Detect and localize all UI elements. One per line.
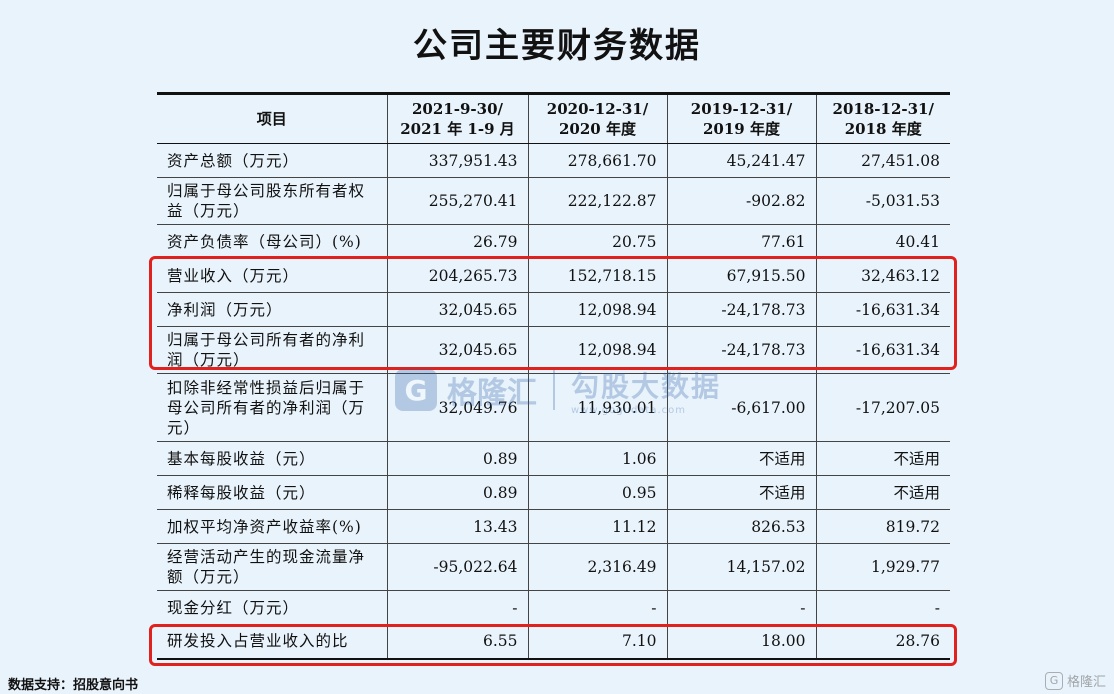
cell-value: -5,031.53	[815, 177, 950, 225]
header-col-2018: 2018-12-31/2018 年度	[815, 93, 950, 144]
cell-value: -	[386, 590, 528, 625]
cell-value: 27,451.08	[815, 143, 950, 178]
cell-value: 1.06	[527, 441, 667, 476]
table-row: 资产负债率（母公司）(%) 26.79 20.75 77.61 40.41	[157, 224, 950, 259]
cell-value: 32,045.65	[386, 292, 528, 327]
data-source-note: 数据支持：招股意向书	[8, 678, 139, 693]
cell-value: -16,631.34	[815, 292, 950, 327]
cell-value: -24,178.73	[666, 292, 816, 327]
cell-value: 12,098.94	[527, 292, 667, 327]
row-label: 资产总额（万元）	[157, 143, 387, 178]
cell-value: -24,178.73	[666, 326, 816, 374]
table-row: 扣除非经常性损益后归属于母公司所有者的净利润（万元） 32,049.76 11,…	[157, 373, 950, 442]
cell-value: -95,022.64	[386, 543, 528, 591]
row-label: 扣除非经常性损益后归属于母公司所有者的净利润（万元）	[157, 373, 387, 442]
cell-value: 不适用	[666, 441, 816, 476]
row-label: 归属于母公司股东所有者权益（万元）	[157, 177, 387, 225]
cell-value: -17,207.05	[815, 373, 950, 442]
cell-value: 32,049.76	[386, 373, 528, 442]
cell-value: 20.75	[527, 224, 667, 259]
cell-value: -16,631.34	[815, 326, 950, 374]
cell-value: -6,617.00	[666, 373, 816, 442]
cell-value: 14,157.02	[666, 543, 816, 591]
cell-value: 222,122.87	[527, 177, 667, 225]
cell-value: 826.53	[666, 509, 816, 544]
cell-value: 11,930.01	[527, 373, 667, 442]
watermark-secondary-url: www.gogudata.com	[571, 404, 687, 416]
cell-value: 77.61	[666, 224, 816, 259]
row-label: 基本每股收益（元）	[157, 441, 387, 476]
cell-value: -	[815, 590, 950, 625]
cell-value: 12,098.94	[527, 326, 667, 374]
highlight-box-profit	[149, 256, 957, 370]
row-label: 加权平均净资产收益率(%)	[157, 509, 387, 544]
watermark-secondary-title: 勾股大数据	[571, 369, 722, 403]
financial-data-table: 项目 2021-9-30/2021 年 1-9 月 2020-12-31/202…	[157, 92, 950, 660]
corner-logo-icon: G	[1044, 671, 1063, 690]
watermark-divider	[553, 370, 555, 410]
cell-value: 1,929.77	[815, 543, 950, 591]
cell-value: 不适用	[815, 441, 950, 476]
cell-value: 45,241.47	[666, 143, 816, 178]
header-col-2021: 2021-9-30/2021 年 1-9 月	[386, 93, 528, 144]
table-row: 加权平均净资产收益率(%) 13.43 11.12 826.53 819.72	[157, 509, 950, 544]
table-row: 资产总额（万元） 337,951.43 278,661.70 45,241.47…	[157, 143, 950, 178]
table-row: 归属于母公司所有者的净利润（万元） 32,045.65 12,098.94 -2…	[157, 326, 950, 374]
page-title: 公司主要财务数据	[413, 26, 701, 66]
cell-value: -902.82	[666, 177, 816, 225]
cell-value: 67,915.50	[666, 258, 816, 293]
watermark-brand: 格隆汇	[447, 376, 537, 411]
cell-value: 2,316.49	[527, 543, 667, 591]
cell-value: 819.72	[815, 509, 950, 544]
cell-value: 152,718.15	[527, 258, 667, 293]
cell-value: 不适用	[666, 475, 816, 510]
corner-logo: G 格隆汇	[1044, 671, 1106, 690]
cell-value: 26.79	[386, 224, 528, 259]
table-row: 经营活动产生的现金流量净额（万元） -95,022.64 2,316.49 14…	[157, 543, 950, 591]
watermark: G 格隆汇 勾股大数据 www.gogudata.com	[395, 362, 735, 418]
watermark-logo-icon: G	[395, 369, 437, 411]
cell-value: -	[527, 590, 667, 625]
cell-value: 255,270.41	[386, 177, 528, 225]
cell-value: 不适用	[815, 475, 950, 510]
table-header-row: 项目 2021-9-30/2021 年 1-9 月 2020-12-31/202…	[157, 93, 950, 144]
table-row: 净利润（万元） 32,045.65 12,098.94 -24,178.73 -…	[157, 292, 950, 327]
cell-value: 0.89	[386, 475, 528, 510]
row-label: 净利润（万元）	[157, 292, 387, 327]
table-row: 现金分红（万元） - - - -	[157, 590, 950, 625]
cell-value: 204,265.73	[386, 258, 528, 293]
cell-value: 11.12	[527, 509, 667, 544]
table-row: 稀释每股收益（元） 0.89 0.95 不适用 不适用	[157, 475, 950, 510]
cell-value: 337,951.43	[386, 143, 528, 178]
corner-logo-text: 格隆汇	[1066, 675, 1106, 690]
cell-value: 278,661.70	[527, 143, 667, 178]
cell-value: 7.10	[527, 624, 667, 659]
cell-value: 13.43	[386, 509, 528, 544]
row-label: 现金分红（万元）	[157, 590, 387, 625]
cell-value: 6.55	[386, 624, 528, 659]
row-label: 资产负债率（母公司）(%)	[157, 224, 387, 259]
header-col-2020: 2020-12-31/2020 年度	[527, 93, 667, 144]
highlight-box-rd	[149, 624, 957, 666]
cell-value: 32,045.65	[386, 326, 528, 374]
table-row: 基本每股收益（元） 0.89 1.06 不适用 不适用	[157, 441, 950, 476]
header-col-2019: 2019-12-31/2019 年度	[666, 93, 816, 144]
cell-value: 32,463.12	[815, 258, 950, 293]
table-row: 营业收入（万元） 204,265.73 152,718.15 67,915.50…	[157, 258, 950, 293]
row-label: 稀释每股收益（元）	[157, 475, 387, 510]
cell-value: -	[666, 590, 816, 625]
cell-value: 28.76	[815, 624, 950, 659]
row-label: 经营活动产生的现金流量净额（万元）	[157, 543, 387, 591]
cell-value: 40.41	[815, 224, 950, 259]
cell-value: 0.95	[527, 475, 667, 510]
cell-value: 0.89	[386, 441, 528, 476]
header-item: 项目	[157, 93, 387, 144]
watermark-secondary: 勾股大数据 www.gogudata.com	[571, 365, 721, 416]
row-label: 营业收入（万元）	[157, 258, 387, 293]
row-label: 归属于母公司所有者的净利润（万元）	[157, 326, 387, 374]
table-row: 归属于母公司股东所有者权益（万元） 255,270.41 222,122.87 …	[157, 177, 950, 225]
